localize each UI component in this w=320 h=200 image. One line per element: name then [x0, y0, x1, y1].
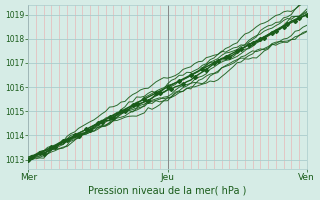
- X-axis label: Pression niveau de la mer( hPa ): Pression niveau de la mer( hPa ): [88, 185, 247, 195]
